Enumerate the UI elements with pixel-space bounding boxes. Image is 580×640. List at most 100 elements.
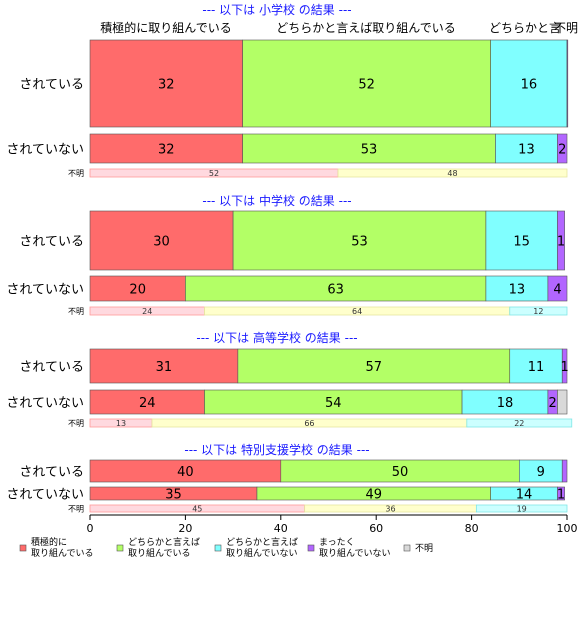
x-tick-label: 80	[465, 522, 479, 535]
group-title: --- 以下は 中学校 の結果 ---	[202, 193, 351, 208]
row-label: されている	[19, 360, 84, 375]
unknown-data-label: 48	[447, 169, 457, 178]
unknown-row-label: 不明	[68, 169, 84, 178]
data-label: 50	[392, 465, 409, 480]
data-label: 53	[351, 235, 368, 250]
data-label: 31	[156, 360, 173, 375]
legend-swatch	[19, 544, 27, 552]
data-label: 2	[558, 143, 566, 158]
unknown-bar-segment	[466, 418, 573, 428]
data-label: 57	[366, 360, 383, 375]
bar-segment	[242, 39, 491, 128]
row-label: されている	[19, 78, 84, 93]
data-label: 2	[549, 396, 557, 411]
data-label: 18	[497, 396, 514, 411]
legend-swatch	[116, 544, 124, 552]
bar-segment	[566, 39, 569, 128]
unknown-row-label: 不明	[68, 419, 84, 428]
unknown-data-label: 12	[533, 307, 543, 316]
unknown-row-label: 不明	[68, 307, 84, 316]
bar-segment	[561, 459, 568, 483]
header-label: どちらかと言えば取り組んでいる	[276, 21, 455, 35]
bar-segment	[242, 133, 496, 164]
legend-swatch	[403, 544, 411, 552]
row-label: されていない	[6, 283, 84, 298]
bar-segment	[185, 275, 487, 302]
row-label: されている	[19, 465, 84, 480]
data-label: 4	[553, 283, 561, 298]
unknown-bar-segment	[337, 168, 568, 178]
data-label: 53	[361, 143, 378, 158]
data-label: 13	[509, 283, 526, 298]
data-label: 30	[153, 235, 170, 250]
legend-label: 積極的に	[31, 536, 67, 548]
bar-segment	[89, 39, 243, 128]
row-label: されていない	[6, 488, 84, 503]
row-label: されている	[19, 235, 84, 250]
data-label: 1	[557, 488, 565, 503]
data-label: 14	[516, 488, 533, 503]
data-label: 13	[518, 143, 535, 158]
unknown-data-label: 24	[142, 307, 152, 316]
bar-segment	[509, 348, 563, 384]
legend-label: 取り組んでいない	[319, 547, 391, 559]
data-label: 24	[139, 396, 156, 411]
unknown-data-label: 66	[304, 419, 314, 428]
unknown-data-label: 64	[352, 307, 362, 316]
data-label: 11	[528, 360, 545, 375]
group-title: --- 以下は 高等学校 の結果 ---	[196, 330, 357, 345]
bar-segment	[557, 133, 568, 164]
legend-label: まったく	[319, 537, 355, 548]
legend-label: 取り組んでいない	[226, 547, 298, 559]
unknown-row-label: 不明	[68, 505, 84, 514]
bar-segment	[557, 389, 568, 415]
data-label: 54	[325, 396, 342, 411]
header-label: 積極的に取り組んでいる	[100, 20, 231, 35]
data-label: 32	[158, 143, 175, 158]
x-tick-label: 100	[557, 522, 578, 535]
data-label: 40	[177, 465, 194, 480]
bar-segment	[561, 348, 568, 384]
bar-segment	[485, 210, 558, 271]
x-tick-label: 60	[369, 522, 383, 535]
unknown-bar-segment	[509, 306, 568, 316]
legend-label: 取り組んでいる	[31, 547, 94, 559]
header-label: どちらかと言	[489, 21, 561, 35]
bar-segment	[89, 210, 234, 271]
bar-segment	[490, 39, 568, 128]
legend-swatch	[214, 544, 222, 552]
legend-label: どちらかと言えば	[128, 536, 200, 548]
data-label: 49	[366, 488, 383, 503]
data-label: 15	[513, 235, 530, 250]
unknown-data-label: 45	[192, 505, 202, 514]
data-label: 20	[129, 283, 146, 298]
header-label: 不明	[554, 21, 578, 35]
unknown-data-label: 13	[116, 419, 126, 428]
bar-segment	[89, 389, 205, 415]
unknown-bar-segment	[475, 504, 568, 513]
x-tick-label: 20	[178, 522, 192, 535]
data-label: 1	[560, 360, 568, 375]
bar-segment	[557, 486, 565, 501]
unknown-data-label: 19	[517, 505, 527, 514]
legend-label: どちらかと言えば	[226, 536, 298, 548]
bar-segment	[495, 133, 558, 164]
x-tick-label: 0	[87, 522, 94, 535]
row-label: されていない	[6, 396, 84, 411]
x-tick-label: 40	[274, 522, 288, 535]
bar-segment	[557, 210, 565, 271]
legend-label: 取り組んでいる	[128, 547, 191, 559]
data-label: 52	[358, 78, 375, 93]
data-label: 35	[165, 488, 182, 503]
unknown-data-label: 22	[514, 419, 524, 428]
bar-segment	[547, 275, 568, 302]
bar-segment	[89, 275, 186, 302]
legend-label: 不明	[415, 543, 433, 554]
unknown-data-label: 36	[385, 505, 395, 514]
data-label: 9	[537, 465, 545, 480]
bar-segment	[485, 275, 549, 302]
legend-swatch	[307, 544, 315, 552]
group-title: --- 以下は 小学校 の結果 ---	[202, 2, 351, 17]
